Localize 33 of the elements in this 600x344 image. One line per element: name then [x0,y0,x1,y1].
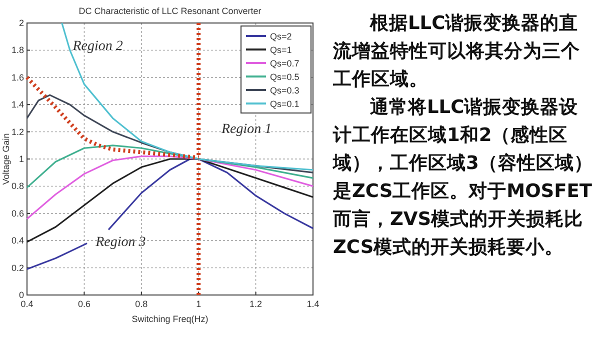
x-tick-label: 1.2 [250,299,262,309]
y-tick-label: 1.4 [11,100,24,110]
annotation: Region 3 [94,235,146,250]
y-tick-label: 1.6 [11,72,24,82]
y-tick-label: 0.6 [11,208,24,218]
y-tick-label: 2 [18,18,24,28]
text: 根据LLC谐振变换器的直流增益特性可以将其分为三个工作区域。 [333,12,581,92]
legend-label: Qs=1 [270,45,292,55]
legend-label: Qs=2 [270,32,292,42]
line-series [26,144,314,188]
annotation: Region 1 [220,122,272,138]
chart-title: DC Characteristic of LLC Resonant Converter [78,6,262,16]
y-tick-label: 0.8 [11,181,24,192]
line-series [61,22,314,171]
legend-label: Qs=0.1 [270,99,300,109]
x-tick-label: 1 [196,299,202,309]
text: 通常将LLC谐振变换器设计工作在区域1和2（感性区域），工作区域3（容性区域）是ZCS工作区。对于MOSFET而言，ZVS模式的开关损耗比ZCS模式的开关损耗要小。 [333,96,594,260]
y-tick-label: 0.2 [11,262,24,273]
x-tick-label: 0.8 [135,299,148,309]
y-tick-label: 1.8 [11,45,24,56]
legend-label: Qs=0.3 [270,86,300,96]
x-tick-label: 0.6 [78,299,90,309]
annotation: Region 2 [72,39,123,54]
y-tick-label: 0.4 [11,236,24,246]
y-axis-title: Voltage Gain [1,133,11,185]
line-series [26,155,314,220]
legend-label: Qs=0.7 [270,58,300,68]
y-tick-label: 0 [18,290,24,300]
y-tick-label: 1.2 [11,126,24,137]
y-tick-label: 1 [18,154,24,164]
x-tick-label: 1.4 [306,299,320,309]
x-axis-title: Switching Freq(Hz) [132,314,208,324]
legend-label: Qs=0.5 [270,72,300,82]
